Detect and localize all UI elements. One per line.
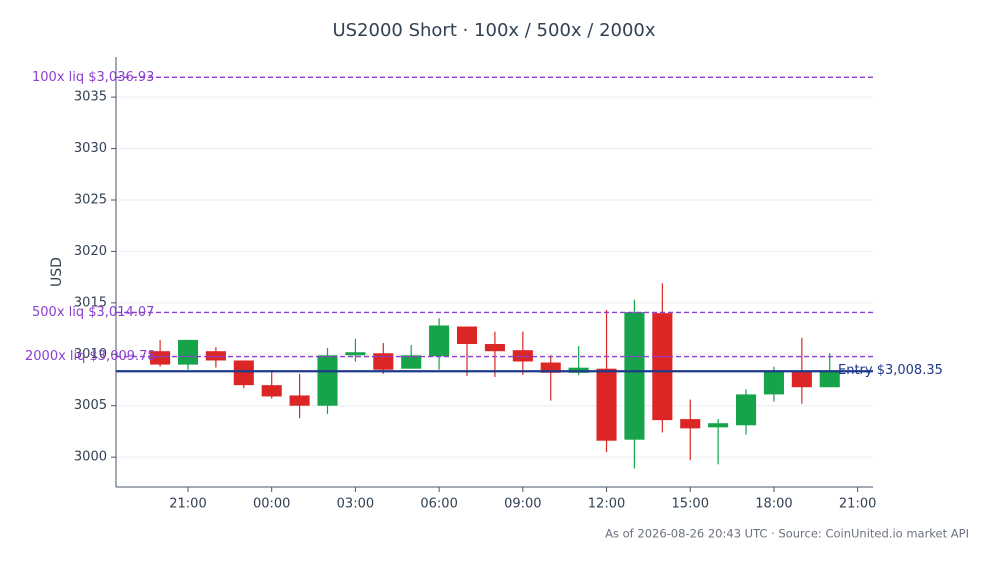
level-label: Entry $3,008.35 bbox=[838, 363, 943, 378]
y-tick-label: 3000 bbox=[74, 450, 107, 465]
x-tick-label: 15:00 bbox=[672, 497, 709, 512]
candle-body bbox=[233, 360, 254, 386]
y-tick-label: 3020 bbox=[74, 244, 107, 259]
candle-body bbox=[763, 370, 784, 395]
x-tick-label: 21:00 bbox=[169, 497, 206, 512]
x-tick-label: 06:00 bbox=[420, 497, 457, 512]
candle-body bbox=[150, 351, 171, 365]
y-tick-label: 3005 bbox=[74, 398, 107, 413]
candle-body bbox=[261, 385, 282, 397]
candle-body bbox=[680, 419, 701, 429]
candle-body bbox=[791, 371, 812, 388]
x-tick-label: 18:00 bbox=[755, 497, 792, 512]
chart-title: US2000 Short · 100x / 500x / 2000x bbox=[332, 20, 655, 41]
candle-body bbox=[401, 355, 422, 369]
y-axis-label: USD bbox=[49, 257, 65, 287]
y-tick-label: 3015 bbox=[74, 295, 107, 310]
candle-body bbox=[735, 394, 757, 426]
y-tick-label: 3025 bbox=[74, 192, 107, 207]
candle-body bbox=[177, 339, 199, 365]
level-label: 500x liq $3,014.07 bbox=[32, 305, 154, 320]
candle-body bbox=[596, 368, 617, 441]
x-tick-label: 21:00 bbox=[839, 497, 876, 512]
candle-body bbox=[205, 351, 226, 361]
candle-body bbox=[708, 423, 729, 428]
candle-body bbox=[429, 325, 450, 357]
candle-body bbox=[345, 352, 366, 356]
y-tick-label: 3030 bbox=[74, 141, 107, 156]
level-label: 100x liq $3,036.93 bbox=[32, 70, 154, 85]
level-label: 2000x liq $3,009.78 bbox=[25, 349, 156, 364]
candle-body bbox=[373, 353, 394, 370]
footer: As of 2026-08-26 20:43 UTC · Source: Coi… bbox=[605, 527, 969, 541]
candle-body bbox=[512, 350, 533, 362]
candle-body bbox=[652, 313, 673, 421]
x-tick-label: 12:00 bbox=[588, 497, 625, 512]
x-tick-label: 00:00 bbox=[253, 497, 290, 512]
candle-body bbox=[289, 395, 310, 406]
candle-body bbox=[317, 355, 338, 406]
y-tick-label: 3010 bbox=[74, 347, 107, 362]
candle-body bbox=[456, 326, 478, 345]
y-tick-label: 3035 bbox=[74, 90, 107, 105]
x-tick-label: 09:00 bbox=[504, 497, 541, 512]
candle-body bbox=[484, 344, 505, 352]
candle-body bbox=[540, 362, 561, 373]
candle-body bbox=[624, 312, 645, 440]
x-tick-label: 03:00 bbox=[337, 497, 374, 512]
candle-body bbox=[819, 371, 840, 388]
